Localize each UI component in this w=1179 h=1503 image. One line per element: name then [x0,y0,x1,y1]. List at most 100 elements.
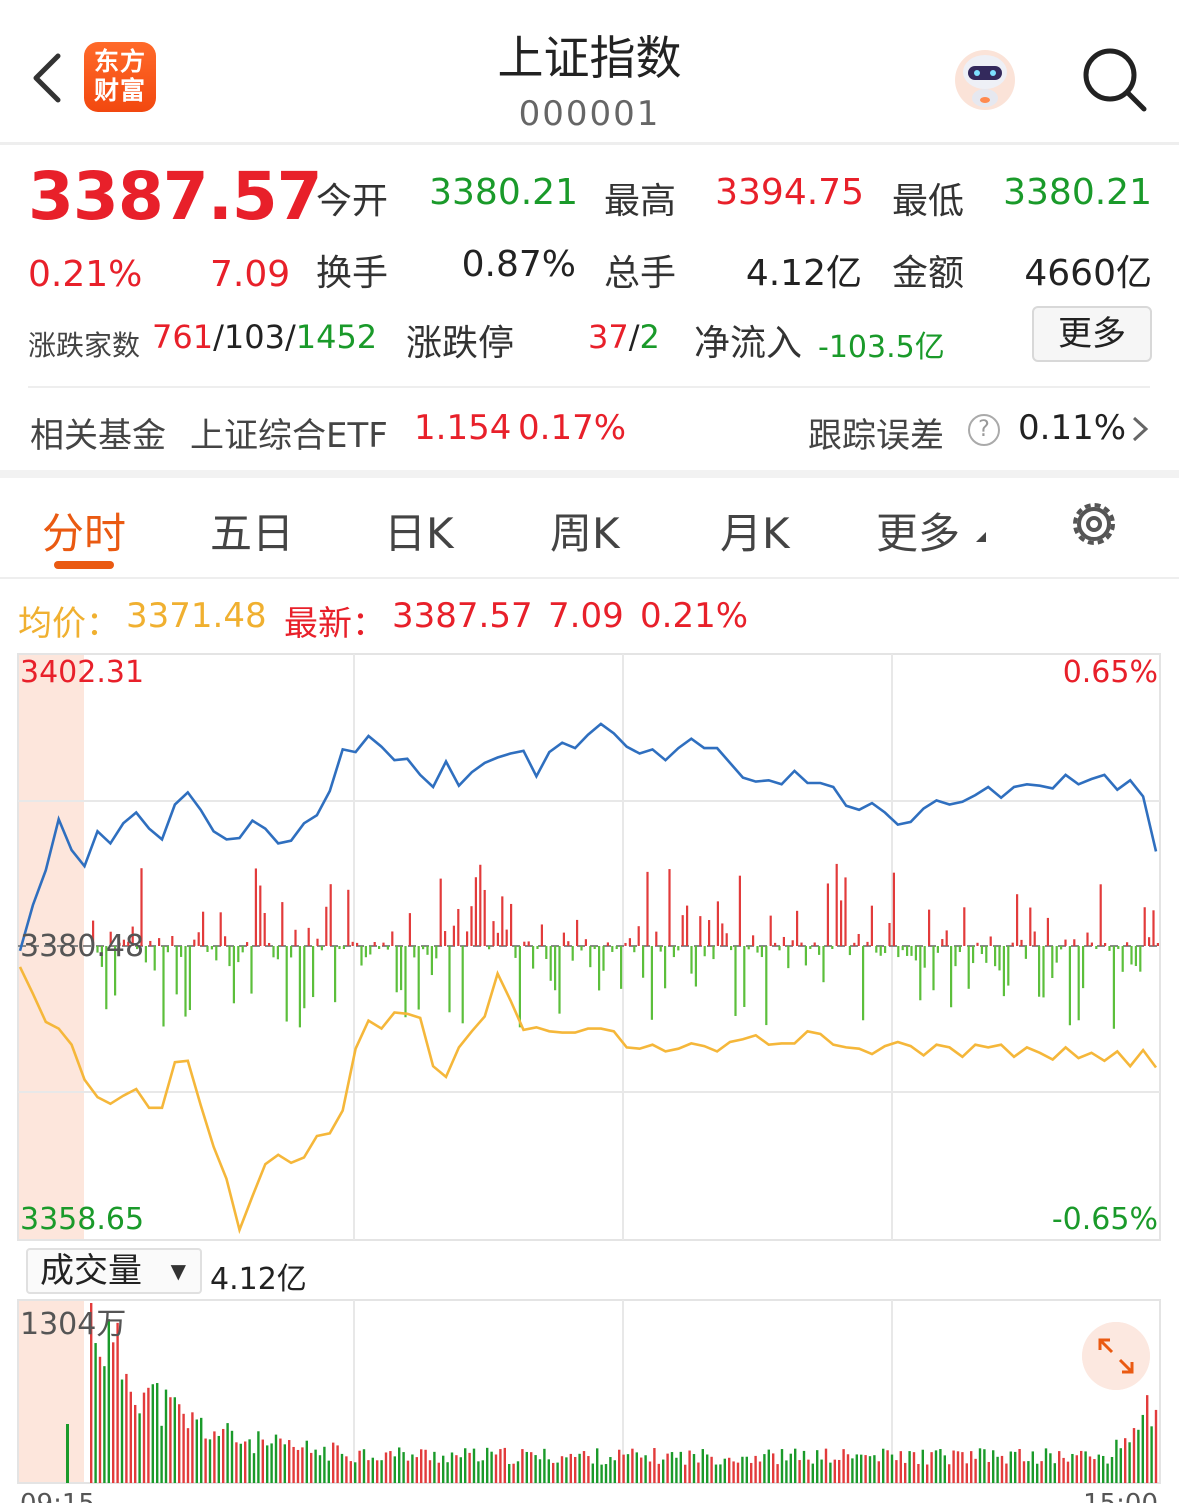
tab-monthly-k[interactable]: 月K [720,509,790,558]
back-arrow-icon[interactable] [26,50,66,106]
flow-bar [976,942,979,946]
volume-bar [1146,1395,1149,1483]
help-icon[interactable]: ? [968,414,1000,446]
tab-weekly-k[interactable]: 周K [550,509,620,558]
flow-bar [615,946,618,950]
flow-bar [756,946,759,953]
flow-bar [835,863,838,946]
volume-bar [508,1464,511,1483]
section-gap [0,470,1179,478]
flow-bar [444,931,447,946]
flow-bar [1134,946,1137,967]
volume-bar [411,1454,414,1483]
flow-bar [633,946,636,953]
flow-bar [224,936,227,946]
flow-bar [250,946,253,994]
volume-bar [305,1440,308,1483]
flow-bar [488,946,491,950]
volume-bar [895,1460,898,1483]
volume-bar [635,1452,638,1483]
flow-bar [325,906,328,946]
volume-bar [754,1455,757,1483]
flow-bar [285,946,288,1022]
low-label: 最低 [892,181,965,222]
flow-bar [589,946,592,968]
volume-bar [525,1451,528,1483]
robot-assistant-icon[interactable] [950,44,1020,112]
flow-bar [153,946,156,971]
volume-bar [948,1464,951,1483]
flow-bar [941,939,944,946]
flow-bar [1029,907,1032,946]
chevron-right-icon[interactable] [1128,414,1152,444]
volume-bar [376,1460,379,1483]
flow-bar [567,941,570,946]
flow-bar [514,946,517,958]
volume-bar [618,1449,621,1483]
flow-bar [668,869,671,946]
flow-bar [923,946,926,968]
tab-five-day[interactable]: 五日 [210,509,295,558]
volume-bar [1027,1461,1030,1483]
volume-bar [1110,1457,1114,1483]
flow-bar [193,939,196,946]
tab-more[interactable]: 更多 [876,509,961,558]
tab-daily-k[interactable]: 日K [384,509,454,558]
volume-bar [1058,1451,1061,1483]
flow-bars [92,863,1159,1029]
volume-bar [433,1451,436,1483]
flow-bar [989,936,992,946]
volume-bar [569,1453,572,1483]
flow-bar [545,946,548,960]
fund-name[interactable]: 上证综合ETF [190,416,388,456]
flow-bar [140,868,143,946]
volume-bar [701,1449,704,1483]
indicator-select[interactable]: 成交量 ▼ [26,1248,202,1294]
intraday-chart[interactable]: 3402.31 3380.48 3358.65 0.65% -0.65% 1304万 09:… [0,640,1179,1503]
chart-lines [18,722,1158,1235]
flow-bar [712,946,715,960]
flow-bar [972,946,975,964]
volume-bar [965,1463,968,1483]
volume-bar [684,1464,687,1483]
flow-bar [1117,946,1120,950]
volume-bar [560,1456,564,1483]
volume-bar [1075,1455,1078,1483]
volume-bar [732,1461,735,1483]
flat-count: 103 [223,318,285,356]
volume-bar [626,1454,630,1483]
volume-bar [908,1451,911,1483]
volume-bar [917,1463,920,1483]
tracking-error-label: 跟踪误差 [808,416,944,456]
gear-icon[interactable] [1068,498,1120,550]
flow-bar [540,924,543,946]
volume-bar [112,1342,115,1483]
expand-icon[interactable] [1082,1322,1150,1390]
tab-intraday[interactable]: 分时 [42,509,127,558]
volume-bar [481,1460,484,1483]
flow-bar [963,907,966,946]
volume-bar [486,1447,489,1483]
search-icon[interactable] [1080,46,1148,112]
limit-label: 涨跌停 [406,323,515,364]
volume-bar [794,1448,797,1483]
volume-bar [420,1449,423,1483]
more-button[interactable]: 更多 [1032,306,1152,362]
flow-bar [659,946,662,952]
volume-bar [239,1443,242,1483]
flow-bar [853,942,856,946]
volume-bar [107,1319,110,1483]
flow-bar [892,872,895,946]
app-logo[interactable]: 东方 财富 [84,42,156,112]
volume-bar [398,1447,401,1483]
flow-bar [417,946,420,1010]
volume-label: 总手 [604,253,677,294]
volume-bar [138,1413,141,1483]
flow-bar [1099,884,1102,946]
flow-bar [809,946,812,950]
volume-bar [1106,1463,1109,1483]
volume-bar [455,1455,458,1483]
x-start-label: 09:15 [20,1489,95,1503]
flow-bar [483,889,486,946]
flow-bar [395,946,398,993]
